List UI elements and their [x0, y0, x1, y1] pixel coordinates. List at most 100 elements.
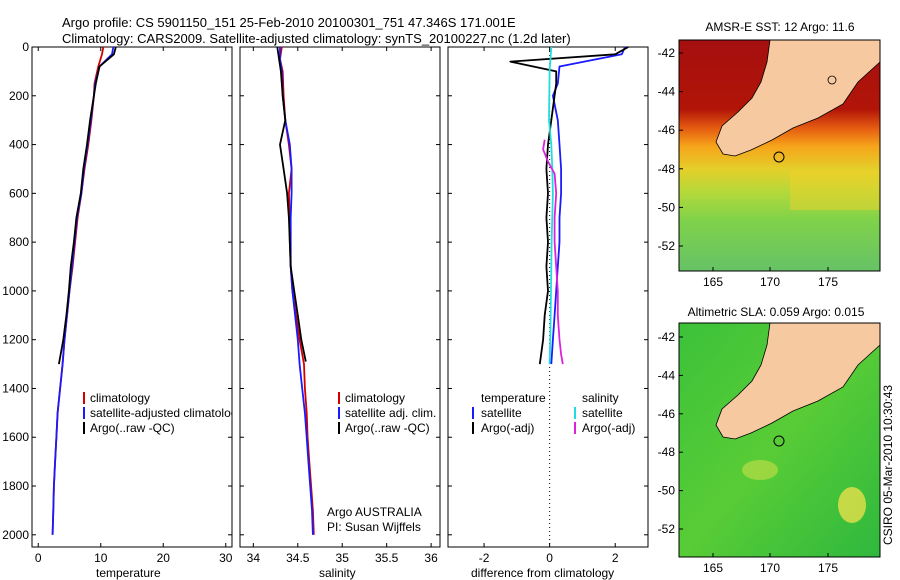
x-tick-label: 35.5 — [375, 551, 399, 565]
difference-axis: -2 0 2 — [448, 46, 648, 565]
x-tick-label: 0 — [35, 551, 42, 565]
legend-label-argo: Argo(..raw -QC) — [90, 421, 175, 435]
x-tick-label: 36 — [424, 551, 438, 565]
map-latitude-label: -44 — [658, 368, 676, 382]
temperature-plot-frame — [31, 46, 233, 548]
x-tick-label: -2 — [479, 551, 490, 565]
sst-map-frame — [678, 39, 881, 272]
legend-label-sal-satellite: satellite — [582, 406, 623, 420]
y-tick-label: 800 — [9, 235, 29, 249]
coastal-island — [827, 75, 837, 85]
map-longitude-label: 165 — [703, 561, 723, 575]
x-tick-label: 34.5 — [286, 551, 310, 565]
x-tick-label: 0 — [546, 551, 553, 565]
difference-legend: temperature satellite Argo(-adj) salinit… — [472, 391, 635, 435]
map-longitude-label: 170 — [760, 561, 780, 575]
temperature-series — [51, 46, 117, 535]
sla-map-axes: -42 -44 -46 -48 -50 -52 165 170 175 — [658, 330, 839, 575]
legend-clip: satellite-adjusted climatology — [90, 406, 243, 420]
sla-map-title: Altimetric SLA: 0.059 Argo: 0.015 — [688, 305, 865, 319]
legend-label-climatology: climatology — [345, 391, 405, 405]
principal-investigator-label: PI: Susan Wijffels — [327, 520, 421, 534]
y-tick-label: 200 — [9, 89, 29, 103]
y-tick-label: 1200 — [2, 333, 29, 347]
depth-axis: 0 200 400 600 800 1000 1200 1400 1600 1800 2000 — [2, 40, 29, 542]
x-tick-label: 2 — [612, 551, 619, 565]
y-tick-label: 600 — [9, 186, 29, 200]
series-line-temperature-argo-adj — [509, 46, 629, 365]
map-latitude-label: -48 — [658, 445, 676, 459]
x-tick-label: 10 — [94, 551, 108, 565]
sst-cool-patch — [790, 170, 880, 210]
sst-map-panel: AMSR-E SST: 12 Argo: 11.6 -42 -44 -46 -48 -5… — [658, 20, 881, 289]
new-zealand-landmass — [715, 323, 880, 440]
map-longitude-label: 165 — [703, 275, 723, 289]
difference-series — [509, 46, 629, 365]
y-tick-label: 1400 — [2, 381, 29, 395]
credit-timestamp: CSIRO 05-Mar-2010 10:30:43 — [881, 385, 895, 545]
salinity-plot-frame — [239, 46, 441, 548]
temperature-profile-panel: 0 200 400 600 800 1000 1200 1400 1600 1800 2000 0 1… — [2, 40, 243, 580]
y-tick-label: 1600 — [2, 430, 29, 444]
legend-label-satellite: satellite adj. clim. — [345, 406, 436, 420]
legend-label-temp-satellite: satellite — [481, 406, 522, 420]
legend-heading-temperature: temperature — [481, 391, 546, 405]
difference-profile-panel: -2 0 2 difference from climatology tempera… — [447, 46, 649, 580]
map-latitude-label: -46 — [658, 123, 676, 137]
temperature-legend: climatology satellite-adjusted climatolo… — [83, 391, 243, 435]
legend-label-argo: Argo(..raw -QC) — [345, 421, 430, 435]
sla-anomaly-yellow-2 — [742, 460, 778, 480]
legend-heading-salinity: salinity — [582, 391, 619, 405]
map-latitude-label: -52 — [658, 522, 676, 536]
sst-map-axes: -42 -44 -46 -48 -50 -52 165 170 175 — [658, 46, 839, 289]
map-latitude-label: -50 — [658, 200, 676, 214]
map-latitude-label: -42 — [658, 46, 676, 60]
argo-program-label: Argo AUSTRALIA — [327, 505, 422, 519]
difference-axis-label: difference from climatology — [471, 566, 614, 580]
salinity-legend: climatology satellite adj. clim. Argo(..… — [338, 391, 436, 435]
series-line-salinity-satellite — [548, 46, 554, 365]
temperature-axis: 0 10 20 30 — [32, 46, 233, 565]
legend-label-climatology: climatology — [90, 391, 150, 405]
x-tick-label: 34 — [247, 551, 261, 565]
series-line-salinity-argo-adj — [542, 139, 564, 365]
new-zealand-landmass — [715, 40, 880, 157]
argo-float-location — [773, 151, 785, 163]
sla-map-panel: Altimetric SLA: 0.059 Argo: 0.015 -42 -44… — [658, 305, 881, 575]
legend-label-satellite: satellite-adjusted climatology — [90, 406, 243, 420]
map-latitude-label: -44 — [658, 85, 676, 99]
map-longitude-label: 175 — [818, 275, 838, 289]
salinity-axis-label: salinity — [319, 566, 356, 580]
series-line-argo-raw-qc — [276, 46, 307, 362]
x-tick-label: 30 — [219, 551, 233, 565]
map-latitude-label: -46 — [658, 407, 676, 421]
y-tick-label: 2000 — [2, 528, 29, 542]
y-tick-label: 0 — [22, 40, 29, 54]
series-line-argo-raw-qc — [58, 46, 117, 365]
argo-float-location — [773, 435, 785, 447]
map-latitude-label: -50 — [658, 484, 676, 498]
y-tick-label: 1800 — [2, 479, 29, 493]
map-longitude-label: 170 — [760, 275, 780, 289]
sla-anomaly-yellow — [838, 487, 866, 523]
legend-label-temp-argo: Argo(-adj) — [481, 421, 534, 435]
map-latitude-label: -52 — [658, 239, 676, 253]
y-tick-label: 400 — [9, 138, 29, 152]
salinity-series — [276, 46, 315, 535]
header-line-2: Climatology: CARS2009. Satellite-adjuste… — [62, 31, 571, 46]
x-tick-label: 20 — [157, 551, 171, 565]
legend-label-sal-argo: Argo(-adj) — [582, 421, 635, 435]
sla-map-frame — [678, 322, 881, 558]
map-longitude-label: 175 — [818, 561, 838, 575]
map-latitude-label: -42 — [658, 330, 676, 344]
y-tick-label: 1000 — [2, 284, 29, 298]
sst-map-title: AMSR-E SST: 12 Argo: 11.6 — [705, 20, 855, 34]
temperature-axis-label: temperature — [96, 566, 161, 580]
series-line-temperature-satellite — [550, 46, 626, 365]
header-line-1: Argo profile: CS 5901150_151 25-Feb-2010… — [62, 15, 516, 30]
salinity-profile-panel: 34 34.5 35 35.5 36 salinity climatology sate… — [239, 46, 441, 580]
map-latitude-label: -48 — [658, 162, 676, 176]
salinity-axis: 34 34.5 35 35.5 36 — [240, 46, 440, 565]
x-tick-label: 35 — [336, 551, 350, 565]
